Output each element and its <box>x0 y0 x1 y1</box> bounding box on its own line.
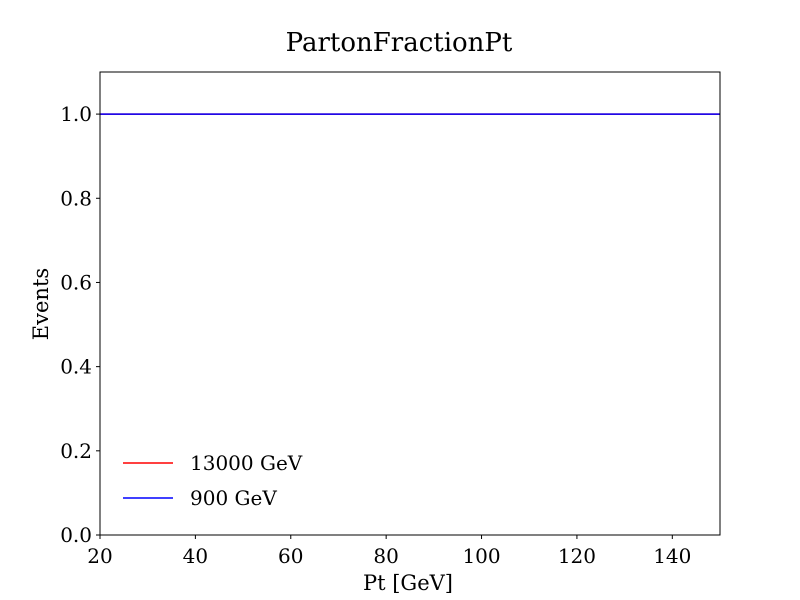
y-tick-label: 0.6 <box>60 270 92 294</box>
y-axis-label: Events <box>29 268 53 340</box>
x-tick-label: 80 <box>373 544 398 568</box>
y-tick-label: 0.4 <box>60 355 92 379</box>
x-tick-label: 60 <box>278 544 303 568</box>
y-tick-label: 0.8 <box>60 186 92 210</box>
y-axis: 0.0 0.2 0.4 0.6 0.8 1.0 <box>60 102 100 547</box>
x-tick-label: 100 <box>462 544 500 568</box>
x-tick-label: 40 <box>183 544 208 568</box>
y-tick-label: 0.2 <box>60 439 92 463</box>
legend-label-1: 900 GeV <box>190 486 277 510</box>
x-tick-label: 140 <box>653 544 691 568</box>
y-tick-label: 1.0 <box>60 102 92 126</box>
x-axis-label: Pt [GeV] <box>363 571 453 595</box>
x-tick-label: 120 <box>558 544 596 568</box>
x-axis: 20 40 60 80 100 120 140 <box>87 535 691 568</box>
y-tick-label: 0.0 <box>60 523 92 547</box>
chart-title: PartonFractionPt <box>286 28 513 58</box>
legend: 13000 GeV 900 GeV <box>123 451 303 510</box>
plot-frame <box>99 71 721 536</box>
legend-label-0: 13000 GeV <box>190 451 303 475</box>
x-tick-label: 20 <box>87 544 112 568</box>
